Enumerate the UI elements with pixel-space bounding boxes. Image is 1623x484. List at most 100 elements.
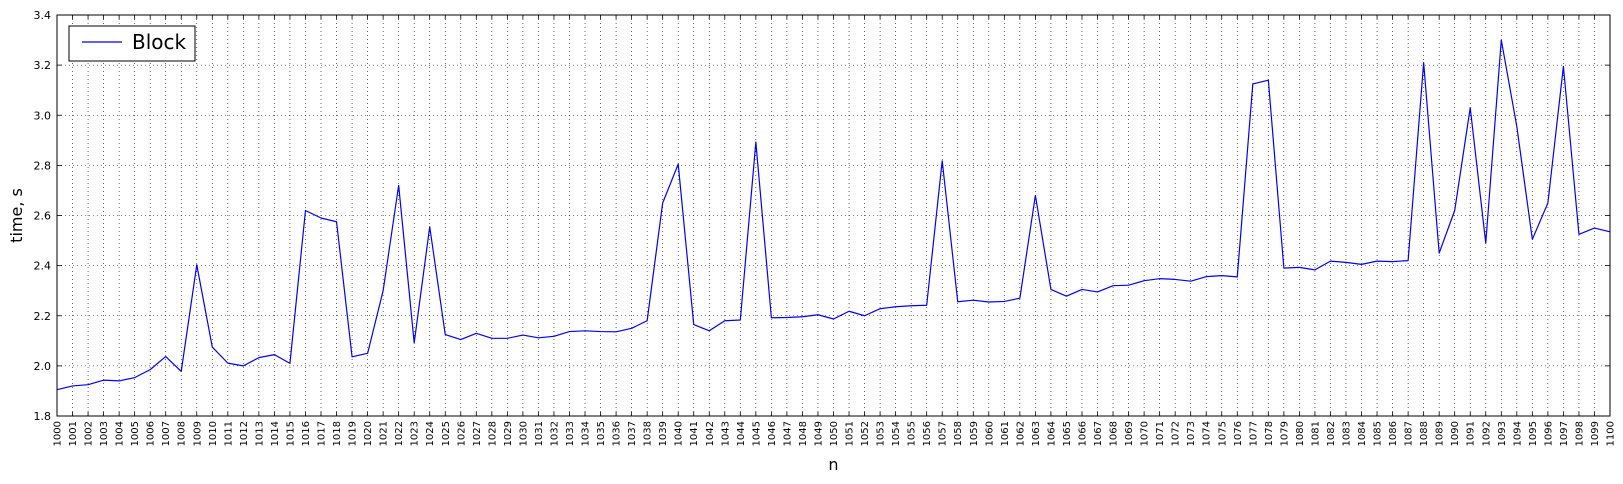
x-tick-label: 1041 [689,421,700,446]
y-tick-label: 2.0 [34,360,52,373]
x-tick-label: 1094 [1512,421,1523,446]
x-tick-label: 1052 [860,421,871,446]
x-tick-label: 1095 [1528,421,1539,446]
x-tick-label: 1030 [518,421,529,446]
x-tick-label: 1059 [969,421,980,446]
x-tick-label: 1097 [1559,421,1570,446]
x-tick-label: 1096 [1543,421,1554,446]
x-tick-label: 1002 [84,421,95,446]
y-tick-label: 3.2 [34,59,52,72]
x-tick-label: 1019 [348,421,359,446]
x-tick-label: 1034 [581,421,592,446]
x-tick-label: 1086 [1388,421,1399,446]
x-tick-label: 1053 [876,421,887,446]
x-tick-label: 1080 [1295,421,1306,446]
x-tick-label: 1020 [363,421,374,446]
x-tick-label: 1071 [1155,421,1166,446]
y-tick-label: 2.4 [34,260,52,273]
x-tick-label: 1063 [1031,421,1042,446]
x-tick-label: 1016 [301,421,312,446]
x-tick-label: 1003 [99,421,110,446]
x-tick-label: 1001 [68,421,79,446]
x-tick-label: 1051 [845,421,856,446]
x-tick-label: 1039 [658,421,669,446]
x-tick-label: 1058 [953,421,964,446]
x-tick-label: 1069 [1124,421,1135,446]
x-tick-label: 1062 [1015,421,1026,446]
y-tick-label: 2.8 [34,159,52,172]
y-tick-label: 3.0 [34,109,52,122]
x-tick-label: 1082 [1326,421,1337,446]
x-tick-label: 1076 [1233,421,1244,446]
legend: Block [68,25,196,62]
x-tick-label: 1060 [984,421,995,446]
y-tick-label: 2.2 [34,310,52,323]
legend-box [68,25,196,62]
x-tick-label: 1013 [254,421,265,446]
x-tick-label: 1100 [1606,421,1617,446]
x-tick-label: 1035 [596,421,607,446]
x-tick-label: 1043 [720,421,731,446]
grid-lines [57,15,1610,416]
x-tick-label: 1026 [456,421,467,446]
x-tick-label: 1014 [270,421,281,446]
x-tick-label: 1038 [643,421,654,446]
x-axis-label: n [828,455,838,474]
x-tick-label: 1031 [534,421,545,446]
x-tick-label: 1006 [146,421,157,446]
x-tick-label: 1022 [394,421,405,446]
x-tick-label: 1029 [503,421,514,446]
x-tick-label: 1088 [1419,421,1430,446]
x-tick-label: 1010 [208,421,219,446]
x-tick-label: 1018 [332,421,343,446]
x-tick-label: 1042 [705,421,716,446]
x-tick-label: 1048 [798,421,809,446]
x-tick-label: 1037 [627,421,638,446]
x-tick-label: 1055 [907,421,918,446]
x-tick-label: 1024 [425,421,436,446]
x-tick-label: 1066 [1077,421,1088,446]
x-tick-label: 1098 [1574,421,1585,446]
x-tick-label: 1073 [1186,421,1197,446]
x-axis-ticks: 1000 1001 1002 1003 1004 1005 1006 1007 1008 1009… [53,15,1617,446]
x-tick-label: 1070 [1140,421,1151,446]
x-tick-label: 1025 [441,421,452,446]
x-tick-label: 1091 [1466,421,1477,446]
x-tick-label: 1090 [1450,421,1461,446]
x-tick-label: 1089 [1435,421,1446,446]
x-tick-label: 1012 [239,421,250,446]
x-tick-label: 1067 [1093,421,1104,446]
x-tick-label: 1077 [1248,421,1259,446]
series-group [56,39,1611,391]
x-tick-label: 1007 [161,421,172,446]
x-tick-label: 1078 [1264,421,1275,446]
x-tick-label: 1065 [1062,421,1073,446]
x-tick-label: 1032 [549,421,560,446]
x-tick-label: 1068 [1109,421,1120,446]
y-tick-label: 3.4 [34,9,52,22]
x-tick-label: 1057 [938,421,949,446]
x-tick-label: 1017 [317,421,328,446]
x-tick-label: 1009 [192,421,203,446]
x-tick-label: 1040 [674,421,685,446]
x-tick-label: 1050 [829,421,840,446]
x-tick-label: 1008 [177,421,188,446]
x-tick-label: 1033 [565,421,576,446]
x-tick-label: 1061 [1000,421,1011,446]
x-tick-label: 1056 [922,421,933,446]
x-tick-label: 1047 [782,421,793,446]
x-tick-label: 1015 [285,421,296,446]
x-tick-label: 1083 [1341,421,1352,446]
x-tick-label: 1064 [1046,421,1057,446]
x-tick-label: 1093 [1497,421,1508,446]
series-line-block [56,39,1611,391]
x-tick-label: 1005 [130,421,141,446]
legend-label-block: Block [132,30,187,54]
plot-frame [56,14,1611,417]
x-tick-label: 1085 [1373,421,1384,446]
x-tick-label: 1004 [115,421,126,446]
x-tick-label: 1011 [223,421,234,446]
x-tick-label: 1079 [1279,421,1290,446]
y-tick-label: 2.6 [34,210,52,223]
